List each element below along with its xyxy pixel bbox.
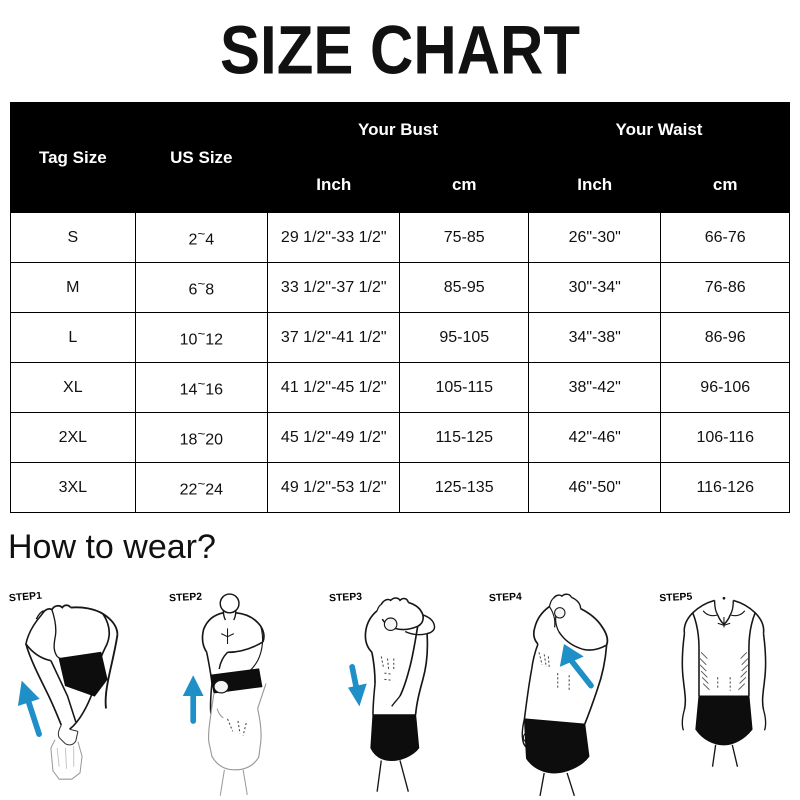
svg-text:STEP3: STEP3 — [329, 592, 363, 604]
svg-text:STEP5: STEP5 — [659, 592, 693, 604]
svg-text:STEP4: STEP4 — [489, 592, 523, 604]
svg-text:STEP1: STEP1 — [9, 592, 43, 604]
svg-text:STEP2: STEP2 — [169, 592, 203, 604]
